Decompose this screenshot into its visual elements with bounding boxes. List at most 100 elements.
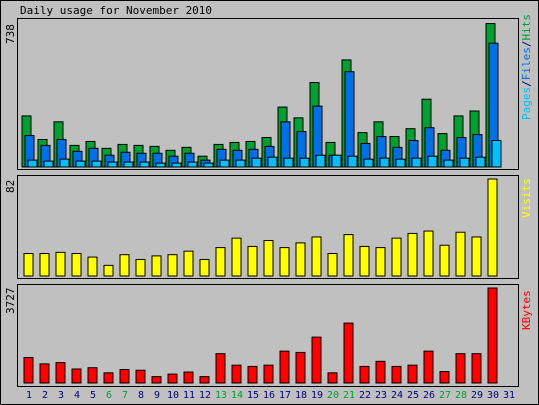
day-label-21: 21 bbox=[343, 390, 355, 401]
visits-bar-day-15 bbox=[247, 245, 258, 277]
visits-bar-day-3 bbox=[55, 251, 66, 277]
kbytes-bar-day-21 bbox=[343, 322, 354, 384]
day-label-25: 25 bbox=[407, 390, 419, 401]
kbytes-bar-day-18 bbox=[295, 351, 306, 384]
pages-bar-day-12 bbox=[203, 162, 214, 168]
day-label-27: 27 bbox=[439, 390, 451, 401]
files-bar-day-21 bbox=[344, 71, 355, 168]
kbytes-bar-day-5 bbox=[87, 367, 98, 384]
kbytes-bar-day-26 bbox=[423, 350, 434, 384]
day-label-1: 1 bbox=[26, 390, 32, 401]
visits-bar-day-17 bbox=[279, 247, 290, 277]
day-label-13: 13 bbox=[215, 390, 227, 401]
panel-pages-files-hits: 738 Pages/Files/Hits bbox=[4, 14, 533, 170]
visits-bar-day-23 bbox=[375, 247, 386, 277]
pages-bar-day-8 bbox=[139, 161, 150, 168]
pages-bar-day-2 bbox=[43, 160, 54, 168]
pages-bar-day-5 bbox=[91, 160, 102, 168]
visits-bar-day-24 bbox=[391, 237, 402, 277]
visits-bar-day-13 bbox=[215, 247, 226, 277]
day-label-29: 29 bbox=[471, 390, 483, 401]
visits-bar-day-1 bbox=[23, 253, 34, 277]
pages-bar-day-19 bbox=[315, 154, 326, 168]
legend-files: Files bbox=[520, 47, 533, 80]
pages-bar-day-9 bbox=[155, 162, 166, 168]
visits-bar-day-27 bbox=[439, 244, 450, 277]
chart-title: Daily usage for November 2010 bbox=[20, 4, 212, 17]
kbytes-bar-day-8 bbox=[135, 369, 146, 384]
day-label-8: 8 bbox=[138, 390, 144, 401]
pages-bar-day-26 bbox=[427, 155, 438, 168]
visits-bar-day-8 bbox=[135, 258, 146, 277]
kbytes-bar-day-23 bbox=[375, 360, 386, 384]
day-label-12: 12 bbox=[199, 390, 211, 401]
visits-bar-day-30 bbox=[487, 178, 498, 277]
pages-bar-day-22 bbox=[363, 158, 374, 168]
day-label-7: 7 bbox=[122, 390, 128, 401]
kbytes-bar-day-6 bbox=[103, 372, 114, 384]
x-axis-day-labels: 1 2 3 4 5 6 7 8 9 10 11 12 13 14 15 16 17 18 19 20 21 22 23 24 2… bbox=[26, 390, 515, 401]
pages-bar-day-23 bbox=[379, 157, 390, 168]
legend-sep-1: / bbox=[520, 80, 533, 87]
kbytes-bar-day-15 bbox=[247, 365, 258, 384]
visits-bar-day-10 bbox=[167, 254, 178, 277]
day-label-6: 6 bbox=[106, 390, 112, 401]
kbytes-bar-day-19 bbox=[311, 336, 322, 384]
legend-pages: Pages bbox=[520, 87, 533, 120]
pages-bar-day-10 bbox=[171, 162, 182, 168]
pages-bar-day-15 bbox=[251, 157, 262, 168]
pages-bar-day-21 bbox=[347, 155, 358, 168]
kbytes-bar-day-12 bbox=[199, 376, 210, 384]
pages-bar-day-11 bbox=[187, 161, 198, 168]
day-label-16: 16 bbox=[263, 390, 275, 401]
visits-bar-day-29 bbox=[471, 236, 482, 277]
visits-bar-day-25 bbox=[407, 232, 418, 277]
panel-kbytes-legend: KBytes bbox=[520, 290, 533, 330]
pages-bar-day-28 bbox=[459, 157, 470, 168]
day-label-26: 26 bbox=[423, 390, 435, 401]
visits-bar-day-16 bbox=[263, 240, 274, 277]
panel-visits: 82 Visits bbox=[4, 175, 533, 279]
day-label-15: 15 bbox=[247, 390, 259, 401]
pages-bar-day-4 bbox=[75, 160, 86, 168]
day-label-2: 2 bbox=[42, 390, 48, 401]
visits-bar-day-18 bbox=[295, 242, 306, 277]
visits-bar-day-14 bbox=[231, 237, 242, 277]
day-label-19: 19 bbox=[311, 390, 323, 401]
day-label-10: 10 bbox=[167, 390, 179, 401]
panel-pages-files-hits-ymax-label: 738 bbox=[4, 24, 17, 44]
pages-bar-day-25 bbox=[411, 157, 422, 168]
pages-bar-day-17 bbox=[283, 157, 294, 168]
pages-bar-day-27 bbox=[443, 159, 454, 168]
kbytes-bar-day-3 bbox=[55, 362, 66, 384]
visits-bar-day-28 bbox=[455, 231, 466, 277]
panel-kbytes-ymax-label: 3727 bbox=[4, 288, 17, 315]
day-label-28: 28 bbox=[455, 390, 467, 401]
day-label-31: 31 bbox=[503, 390, 515, 401]
visits-bar-day-12 bbox=[199, 258, 210, 277]
pages-bar-day-13 bbox=[219, 159, 230, 168]
visits-bars bbox=[23, 178, 498, 277]
day-label-22: 22 bbox=[359, 390, 371, 401]
kbytes-bar-day-4 bbox=[71, 368, 82, 384]
kbytes-bar-day-28 bbox=[455, 353, 466, 384]
legend-sep-2: / bbox=[520, 41, 533, 48]
kbytes-bar-day-30 bbox=[487, 287, 498, 384]
day-label-24: 24 bbox=[391, 390, 403, 401]
visits-bar-day-22 bbox=[359, 245, 370, 277]
day-label-17: 17 bbox=[279, 390, 291, 401]
visits-bar-day-21 bbox=[343, 234, 354, 277]
kbytes-bar-day-27 bbox=[439, 371, 450, 384]
pages-bar-day-18 bbox=[299, 157, 310, 168]
visits-bar-day-4 bbox=[71, 253, 82, 277]
visits-bar-day-5 bbox=[87, 256, 98, 277]
pages-bar-day-7 bbox=[123, 161, 134, 168]
panel-visits-ymax-label: 82 bbox=[4, 180, 17, 193]
day-label-18: 18 bbox=[295, 390, 307, 401]
visits-bar-day-6 bbox=[103, 264, 114, 277]
day-label-20: 20 bbox=[327, 390, 339, 401]
kbytes-bar-day-24 bbox=[391, 365, 402, 384]
pages-bar-day-14 bbox=[235, 159, 246, 168]
visits-bar-day-7 bbox=[119, 254, 130, 277]
